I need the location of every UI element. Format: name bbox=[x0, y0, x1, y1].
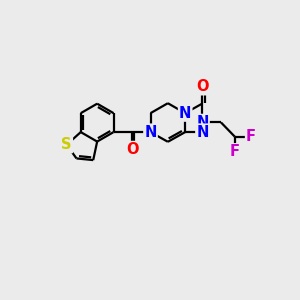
Text: N: N bbox=[196, 124, 209, 140]
Text: O: O bbox=[126, 142, 138, 157]
Text: S: S bbox=[61, 137, 72, 152]
Text: N: N bbox=[144, 124, 157, 140]
Text: N: N bbox=[179, 106, 191, 121]
Text: N: N bbox=[196, 115, 209, 130]
Text: O: O bbox=[196, 79, 209, 94]
Text: F: F bbox=[246, 129, 256, 144]
Text: F: F bbox=[230, 144, 240, 159]
